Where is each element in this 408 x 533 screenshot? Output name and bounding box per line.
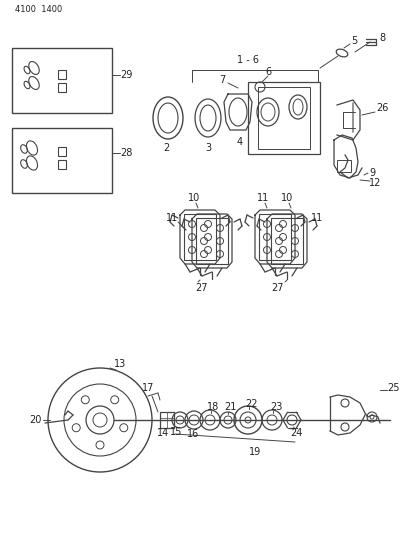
Bar [58,70,66,79]
Text: 21: 21 [224,402,236,412]
Text: 2: 2 [163,143,169,153]
Text: 20: 20 [29,415,41,425]
Text: 25: 25 [387,383,399,393]
Text: 4100  1400: 4100 1400 [15,5,62,14]
Text: 18: 18 [207,402,219,412]
Text: 27: 27 [196,283,208,293]
Bar [196,218,228,264]
Text: 9: 9 [369,168,375,178]
Text: 27: 27 [271,283,283,293]
Text: 19: 19 [249,447,261,457]
Text: 1 - 6: 1 - 6 [237,55,259,65]
Bar [184,214,216,260]
Text: 14: 14 [157,428,169,438]
Text: 8: 8 [379,33,385,43]
Text: 5: 5 [351,36,357,46]
Bar [337,160,351,172]
Text: 3: 3 [205,143,211,153]
Bar [271,218,303,264]
Text: 11: 11 [311,213,323,223]
Bar [259,214,291,260]
Text: 10: 10 [281,193,293,203]
Text: 10: 10 [188,193,200,203]
Bar [258,87,310,149]
Text: 11: 11 [166,213,178,223]
Bar [248,82,320,154]
Text: 28: 28 [120,148,132,158]
Bar [58,160,66,169]
Text: 11: 11 [257,193,269,203]
Bar [58,147,66,156]
Text: 15: 15 [170,427,182,437]
Text: 24: 24 [290,428,302,438]
Text: 26: 26 [376,103,388,113]
Text: 17: 17 [142,383,154,393]
Bar [160,412,174,428]
Text: 22: 22 [246,399,258,409]
Text: 6: 6 [265,67,271,77]
Text: 13: 13 [114,359,126,369]
Text: 29: 29 [120,70,132,80]
Bar [12,128,112,193]
Bar [12,48,112,113]
Bar [58,83,66,92]
Text: 23: 23 [270,402,282,412]
Text: 12: 12 [369,178,381,188]
Text: 16: 16 [187,429,199,439]
Text: 4: 4 [237,137,243,147]
Text: 7: 7 [219,75,225,85]
